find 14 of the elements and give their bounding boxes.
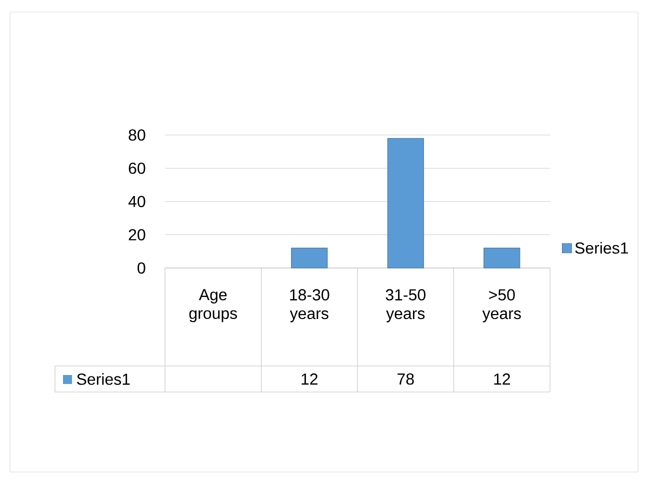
x-tick-label: 31-50 years <box>386 289 426 322</box>
y-tick-label: 40 <box>128 196 146 208</box>
x-tick-label: Age groups <box>189 289 238 322</box>
x-tick-label: 18-30 years <box>290 289 330 322</box>
y-tick-label: 20 <box>128 229 146 240</box>
data-label: 78 <box>398 373 414 385</box>
text: Series1 <box>77 373 130 385</box>
y-tick-label: 60 <box>128 162 146 174</box>
y-tick-label: 80 <box>128 129 146 141</box>
y-tick-label: 0 <box>138 262 146 274</box>
data-label: 12 <box>302 373 318 385</box>
legend-label: Series1 <box>575 242 628 254</box>
data-label: 12 <box>494 373 510 385</box>
x-tick-label: >50 years <box>482 289 521 322</box>
